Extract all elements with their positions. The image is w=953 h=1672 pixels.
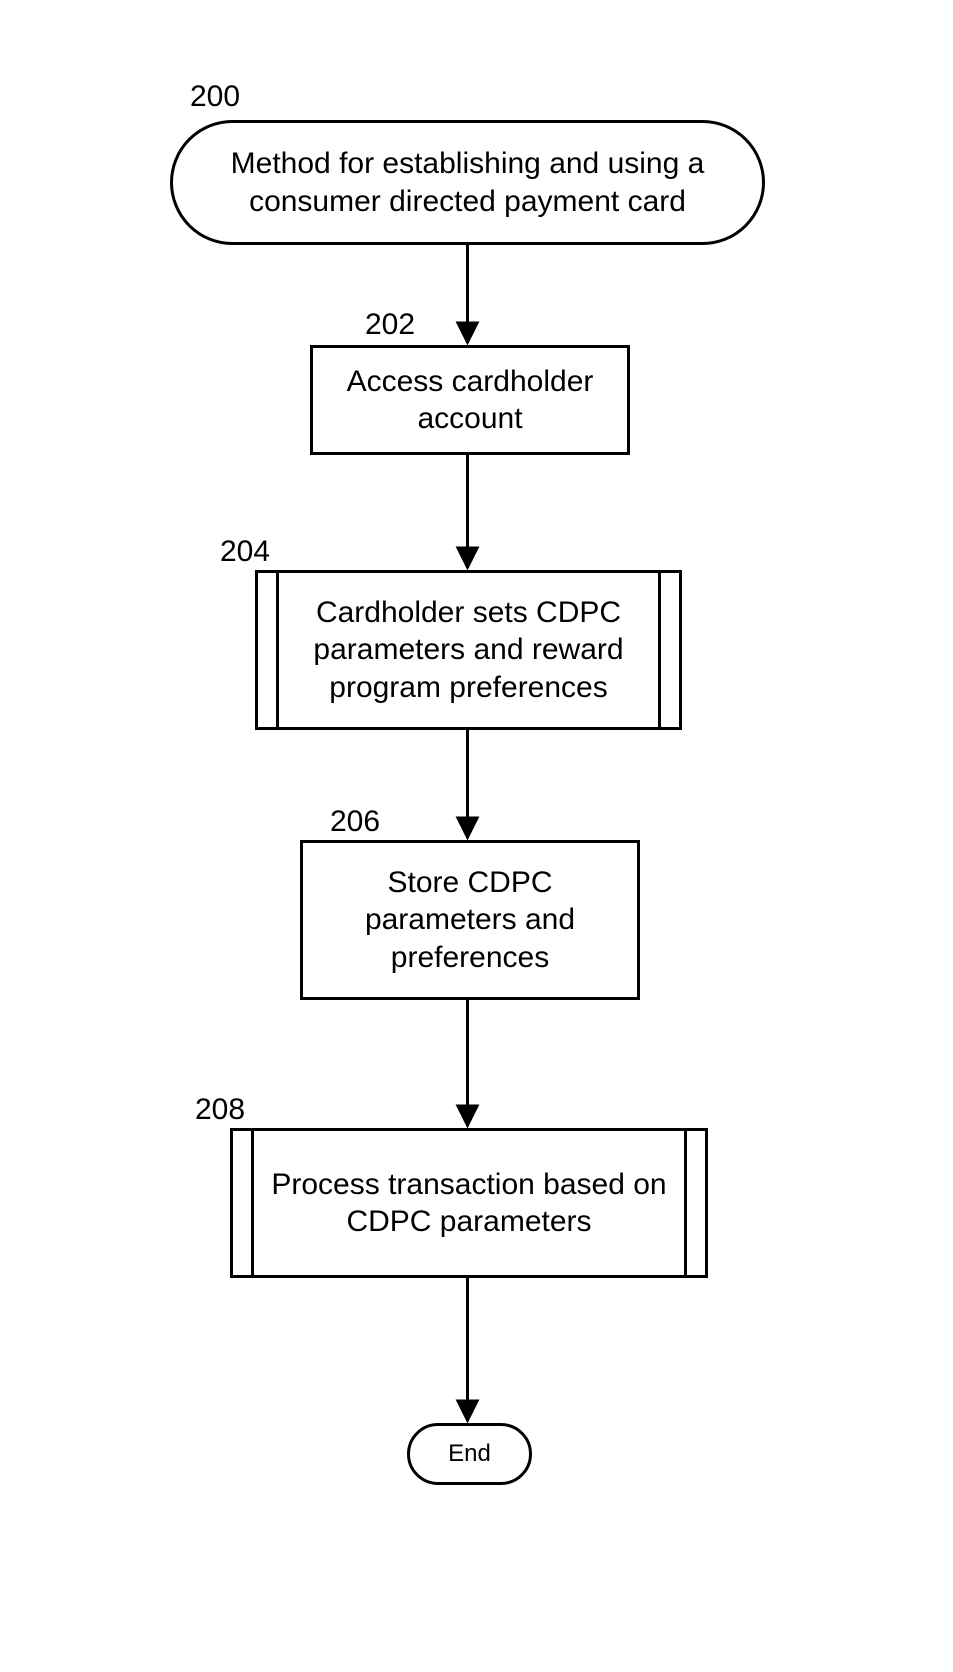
edge-arrows xyxy=(0,0,953,1672)
